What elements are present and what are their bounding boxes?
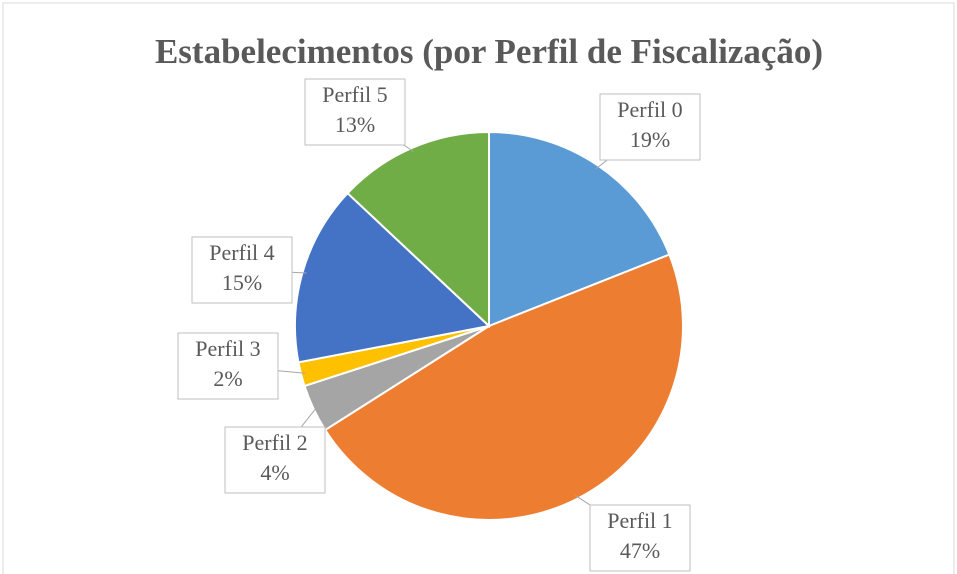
label-category: Perfil 2 (242, 430, 307, 455)
label-category: Perfil 3 (195, 336, 260, 361)
label-box (589, 504, 691, 572)
pie-slice (488, 130, 671, 328)
label-category: Perfil 0 (617, 97, 682, 122)
label-box (224, 426, 326, 494)
label-box (191, 236, 293, 304)
pie-slice (346, 130, 490, 329)
label-value: 47% (620, 538, 660, 563)
label-box (599, 93, 701, 161)
slices (294, 130, 684, 522)
label-category: Perfil 4 (209, 240, 274, 265)
label-category: Perfil 1 (607, 508, 672, 533)
label-value: 2% (213, 366, 242, 391)
label-value: 15% (222, 270, 262, 295)
label-box (304, 78, 406, 146)
label-value: 13% (335, 112, 375, 137)
label-value: 4% (260, 460, 289, 485)
label-category: Perfil 5 (322, 82, 387, 107)
chart-title: Estabelecimentos (por Perfil de Fiscaliz… (155, 32, 823, 71)
pie-slice (323, 253, 684, 522)
label-box (177, 332, 279, 400)
label-value: 19% (630, 127, 670, 152)
labels: Perfil 0 19% Perfil 1 47% Perfil 2 4% Perfil 3… (177, 78, 701, 572)
pie-slice (294, 191, 492, 364)
